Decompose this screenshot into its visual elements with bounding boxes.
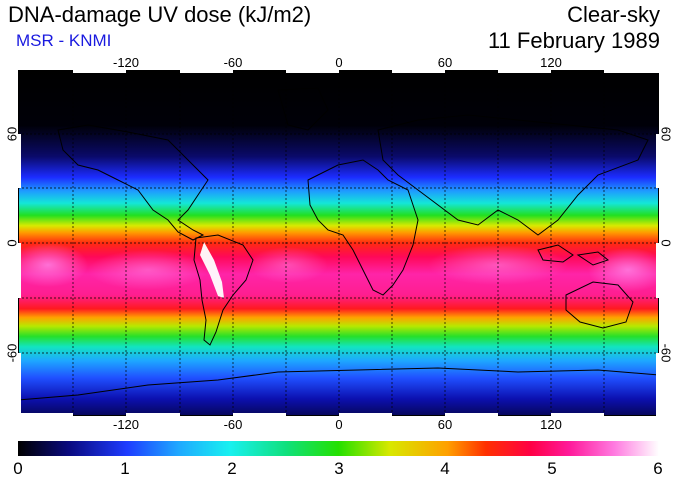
lat-tick-left-0: 0: [4, 239, 20, 247]
lat-tick-left-60: 60: [4, 126, 20, 142]
lat-tick-right-60: 60: [658, 126, 674, 142]
lon-tick-top-minus120: -120: [112, 55, 140, 70]
colorbar-label-6: 6: [653, 459, 663, 478]
lon-tick-bottom-0: 0: [335, 417, 343, 432]
colorbar-label-5: 5: [547, 459, 557, 478]
colorbar-label-3: 3: [334, 459, 344, 478]
coastlines: [18, 87, 659, 401]
lon-tick-bottom-minus60: -60: [223, 417, 243, 432]
condition-label: Clear-sky: [567, 2, 660, 27]
page-title: DNA-damage UV dose (kJ/m2): [8, 2, 312, 27]
lat-tick-right-0: 0: [658, 239, 674, 247]
lon-tick-top-120: 120: [540, 55, 562, 70]
uv-dose-map: [18, 70, 659, 416]
lon-tick-bottom-60: 60: [437, 417, 453, 432]
lon-tick-bottom-120: 120: [540, 417, 562, 432]
colorbar-label-4: 4: [440, 459, 450, 478]
lon-tick-top-minus60: -60: [223, 55, 243, 70]
lon-tick-bottom-minus120: -120: [112, 417, 140, 432]
graticule: [18, 70, 659, 416]
date-label: 11 February 1989: [487, 28, 660, 53]
lat-tick-right-minus60: -60: [658, 343, 674, 363]
lon-tick-top-0: 0: [335, 55, 343, 70]
colorbar: [18, 441, 659, 456]
colorbar-label-0: 0: [13, 459, 23, 478]
colorbar-label-2: 2: [227, 459, 237, 478]
source-label: MSR - KNMI: [16, 31, 112, 50]
lon-tick-top-60: 60: [437, 55, 453, 70]
colorbar-label-1: 1: [120, 459, 130, 478]
lat-tick-left-minus60: -60: [4, 343, 20, 363]
